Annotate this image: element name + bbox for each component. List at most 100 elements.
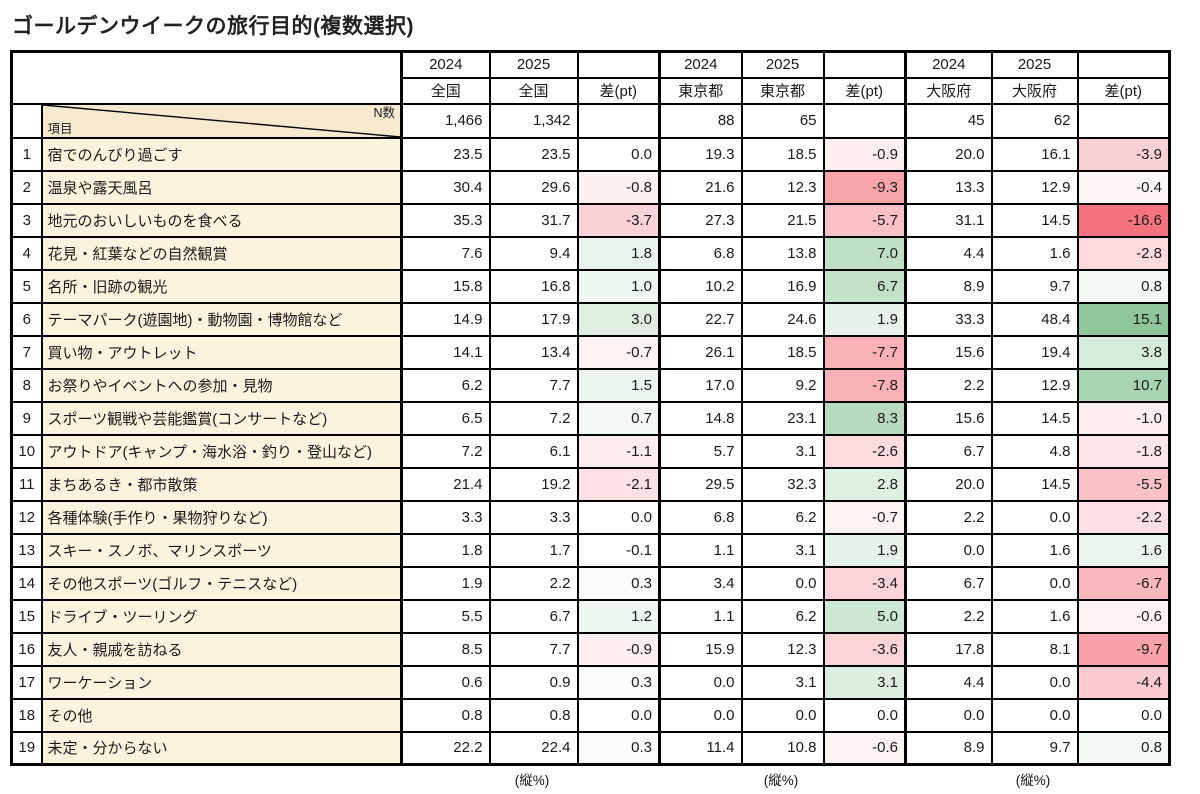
diff-value-cell: 0.8 [1076,730,1171,766]
percent-value-cell: 0.0 [658,664,743,700]
percent-value-cell: 35.3 [400,202,491,238]
diff-value-cell: 0.0 [1076,697,1171,733]
percent-value-cell: 21.5 [740,202,825,238]
percent-value-cell: 9.7 [990,730,1079,766]
diff-value-cell: -5.5 [1076,466,1171,502]
table-row: 10 アウトドア(キャンプ・海水浴・釣り・登山など) 7.2 6.1 -1.1 5.7 3.… [10,433,1171,469]
percent-value-cell: 48.4 [990,301,1079,337]
percent-value-cell: 23.1 [740,400,825,436]
diff-value-cell: -1.0 [1076,400,1171,436]
header-region-row: 全国 全国 差(pt) 東京都 東京都 差(pt) 大阪府 大阪府 差(pt) [12,76,1171,105]
percent-value-cell: 10.2 [658,268,743,304]
percent-value-cell: 15.9 [658,631,743,667]
percent-value-cell: 12.3 [740,169,825,205]
percent-value-cell: 29.6 [488,169,579,205]
table-row: 8 お祭りやイベントへの参加・見物 6.2 7.7 1.5 17.0 9.2 -7.8 2.2 1… [10,367,1171,403]
diff-value-cell: -2.2 [1076,499,1171,535]
percent-value-cell: 6.2 [740,499,825,535]
percent-value-cell: 5.7 [658,433,743,469]
percent-value-cell: 14.9 [400,301,491,337]
diff-value-cell: 1.6 [1076,532,1171,568]
header-diff-label: 差(pt) [576,76,661,105]
item-label: 花見・紅葉などの自然観賞 [40,235,403,271]
header-blank [822,50,907,79]
item-label: お祭りやイベントへの参加・見物 [40,367,403,403]
diff-value-cell: 15.1 [1076,301,1171,337]
percent-value-cell: 31.1 [904,202,993,238]
percent-value-cell: 6.7 [488,598,579,634]
percent-value-cell: 7.2 [488,400,579,436]
header-year-row: 2024 2025 2024 2025 2024 2025 [10,50,1171,105]
diff-value-cell: -5.7 [822,202,907,238]
diff-value-cell: 0.3 [576,730,661,766]
percent-value-cell: 12.9 [990,169,1079,205]
percent-value-cell: 14.8 [658,400,743,436]
percent-value-cell: 8.9 [904,730,993,766]
diff-value-cell: 7.0 [822,235,907,271]
table-row: 19 未定・分からない 22.2 22.4 0.3 11.4 10.8 -0.6 8.9 9.7 0… [10,730,1171,766]
percent-value-cell: 0.8 [400,697,491,733]
header-blank [1076,50,1171,79]
row-number: 14 [10,565,43,601]
diff-value-cell: 1.9 [822,532,907,568]
percent-value-cell: 0.0 [990,499,1079,535]
percent-value-cell: 0.0 [740,565,825,601]
percent-value-cell: 19.4 [990,334,1079,370]
n-count-value: 65 [740,102,825,139]
row-number: 6 [10,301,43,337]
diff-value-cell: 0.7 [576,400,661,436]
percent-value-cell: 21.4 [400,466,491,502]
percent-value-cell: 6.7 [904,433,993,469]
row-number: 16 [10,631,43,667]
percent-value-cell: 2.2 [904,598,993,634]
diff-value-cell: -0.6 [822,730,907,766]
percent-value-cell: 17.8 [904,631,993,667]
row-number: 8 [10,367,43,403]
percent-value-cell: 1.9 [400,565,491,601]
percent-value-cell: 0.0 [740,697,825,733]
diff-value-cell: -3.7 [576,202,661,238]
diff-value-cell: -3.4 [822,565,907,601]
item-n-diagonal-cell: N数 項目 [40,102,403,139]
diff-value-cell: 0.0 [576,136,661,172]
percent-value-cell: 3.4 [658,565,743,601]
n-count-value: 62 [990,102,1079,139]
diff-value-cell: -16.6 [1076,202,1171,238]
item-column-label: 項目 [47,121,73,136]
diff-value-cell: 1.8 [576,235,661,271]
percent-value-cell: 1.6 [990,598,1079,634]
diff-value-cell: -4.4 [1076,664,1171,700]
percent-value-cell: 3.3 [488,499,579,535]
diff-value-cell: 0.3 [576,565,661,601]
table-row: 9 スポーツ観戦や芸能鑑賞(コンサートなど) 6.5 7.2 0.7 14.8 23.1 8.… [10,400,1171,436]
item-label: 地元のおいしいものを食べる [40,202,403,238]
diff-value-cell: 3.0 [576,301,661,337]
percent-value-cell: 7.6 [400,235,491,271]
percent-value-cell: 0.8 [488,697,579,733]
table-body: 1 宿でのんびり過ごす 23.5 23.5 0.0 19.3 18.5 -0.9 20.0 16.… [10,136,1171,766]
item-label: ドライブ・ツーリング [40,598,403,634]
percent-value-cell: 16.9 [740,268,825,304]
percent-value-cell: 1.8 [400,532,491,568]
diff-value-cell: 0.0 [576,499,661,535]
diff-value-cell: 0.0 [576,697,661,733]
diff-value-cell: 1.2 [576,598,661,634]
n-count-value: 88 [658,102,743,139]
header-diff-label: 差(pt) [1076,76,1171,105]
percent-value-cell: 7.7 [488,367,579,403]
percent-value-cell: 11.4 [658,730,743,766]
percent-value-cell: 1.6 [990,235,1079,271]
header-region-osaka: 大阪府 [990,76,1079,105]
diff-value-cell: -1.8 [1076,433,1171,469]
percent-value-cell: 0.0 [658,697,743,733]
percent-value-cell: 2.2 [904,499,993,535]
percent-value-cell: 6.7 [904,565,993,601]
vertical-percent-note: (縦%) [514,773,550,788]
percent-value-cell: 17.0 [658,367,743,403]
header-year: 2024 [658,50,743,79]
diff-value-cell: -0.9 [822,136,907,172]
percent-value-cell: 20.0 [904,466,993,502]
diff-value-cell: -2.8 [1076,235,1171,271]
table-row: 1 宿でのんびり過ごす 23.5 23.5 0.0 19.3 18.5 -0.9 20.0 16.… [10,136,1171,172]
n-count-blank [1076,102,1171,139]
